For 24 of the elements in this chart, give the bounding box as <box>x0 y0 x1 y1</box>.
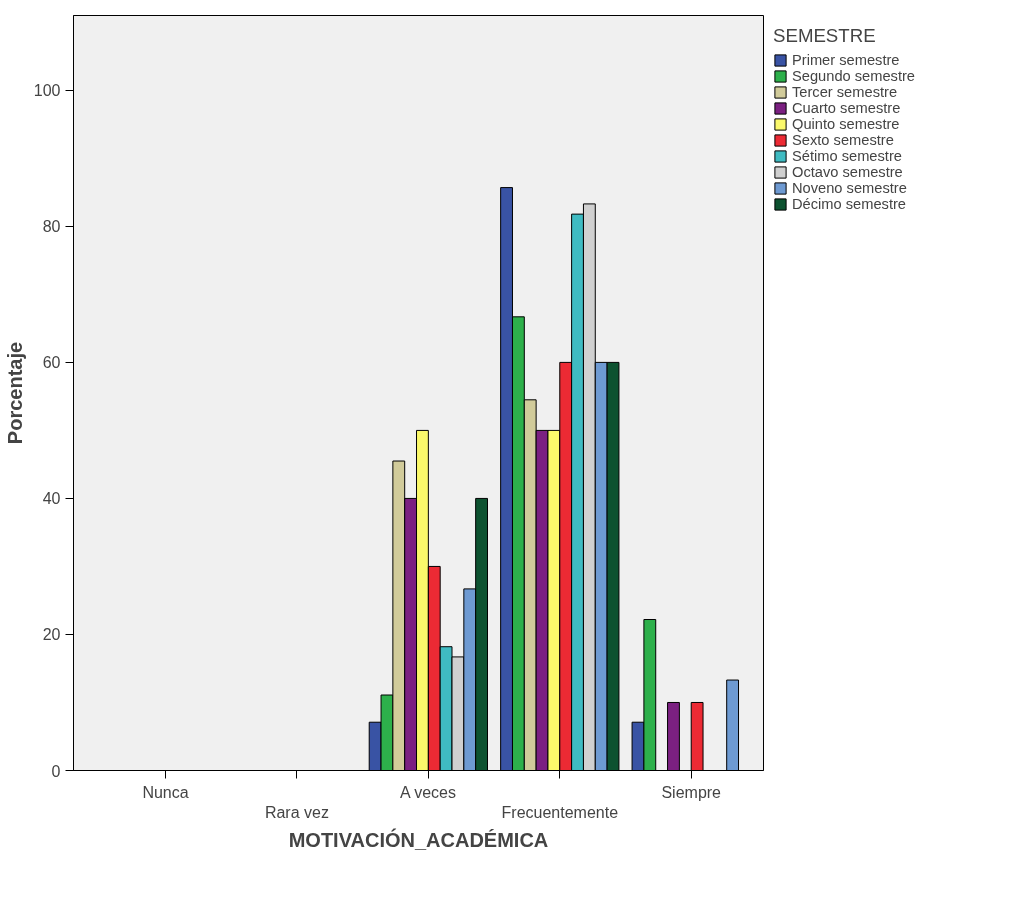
y-tick-label: 40 <box>42 490 61 508</box>
x-tick-label: A veces <box>399 783 456 801</box>
legend-label: Tercer semestre <box>792 84 898 100</box>
legend-title: SEMESTRE <box>773 25 877 47</box>
y-tick-label: 60 <box>42 354 61 372</box>
x-tick-label: Nunca <box>142 783 189 801</box>
x-tick-label: Siempre <box>661 783 722 801</box>
y-tick-label: 80 <box>42 218 61 236</box>
legend-label: Octavo semestre <box>792 164 903 180</box>
x-axis-title: MOTIVACIÓN_ACADÉMICA <box>288 827 549 851</box>
y-tick-label: 100 <box>33 82 61 100</box>
legend-label: Noveno semestre <box>792 180 907 196</box>
legend-label: Quinto semestre <box>792 116 900 132</box>
y-axis-title: Porcentaje <box>3 341 26 445</box>
legend-label: Sexto semestre <box>792 132 894 148</box>
y-tick-label: 20 <box>42 626 61 644</box>
legend-label: Cuarto semestre <box>792 100 901 116</box>
legend-label: Segundo semestre <box>792 68 916 84</box>
x-tick-label: Rara vez <box>264 803 329 821</box>
legend-label: Sétimo semestre <box>792 148 902 164</box>
legend-label: Décimo semestre <box>792 196 907 212</box>
legend-label: Primer semestre <box>792 52 900 68</box>
y-tick-label: 0 <box>51 762 61 780</box>
x-tick-label: Frecuentemente <box>501 803 619 821</box>
